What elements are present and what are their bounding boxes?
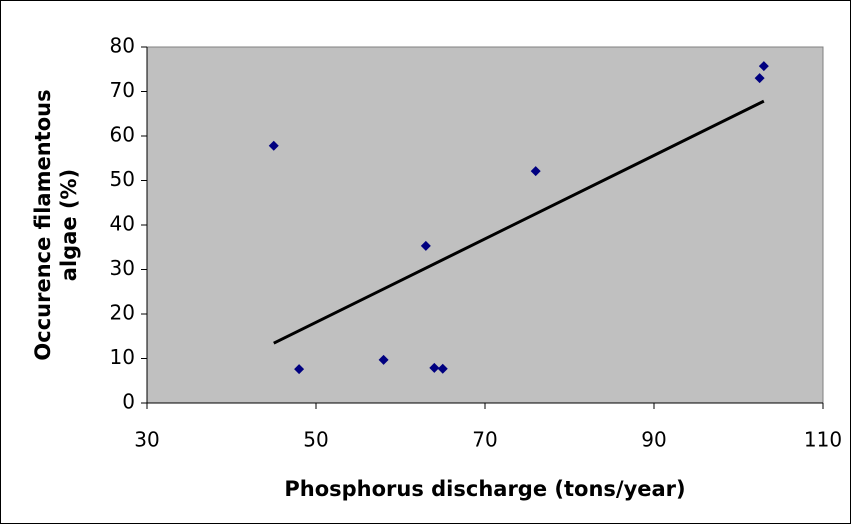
plot-area bbox=[146, 46, 824, 404]
x-tick-label: 50 bbox=[303, 428, 328, 452]
point bbox=[429, 362, 440, 373]
point bbox=[294, 364, 305, 375]
x-tick-label: 90 bbox=[641, 428, 666, 452]
y-tick-label: 50 bbox=[110, 167, 135, 191]
y-axis-title-line: algae (%) bbox=[57, 169, 81, 281]
point bbox=[754, 73, 765, 84]
y-tick-label: 20 bbox=[110, 301, 135, 325]
point bbox=[420, 240, 431, 251]
point bbox=[378, 354, 389, 365]
y-tick-label: 70 bbox=[110, 78, 135, 102]
x-axis-title: Phosphorus discharge (tons/year) bbox=[284, 477, 685, 501]
point bbox=[530, 166, 541, 177]
x-tick-label: 30 bbox=[134, 428, 159, 452]
x-tick-label: 70 bbox=[472, 428, 497, 452]
x-tick-label: 110 bbox=[804, 428, 842, 452]
y-tick-label: 0 bbox=[122, 390, 135, 414]
point bbox=[758, 61, 769, 72]
trendline bbox=[273, 99, 765, 345]
y-tick-label: 10 bbox=[110, 345, 135, 369]
point bbox=[437, 363, 448, 374]
y-tick-label: 60 bbox=[110, 123, 135, 147]
y-axis-title: Occurence filamentous algae (%) bbox=[31, 89, 81, 360]
y-tick-label: 80 bbox=[110, 34, 135, 58]
y-tick-label: 30 bbox=[110, 256, 135, 280]
y-tick-label: 40 bbox=[110, 212, 135, 236]
y-axis-title-line: Occurence filamentous bbox=[31, 89, 55, 360]
point bbox=[268, 140, 279, 151]
